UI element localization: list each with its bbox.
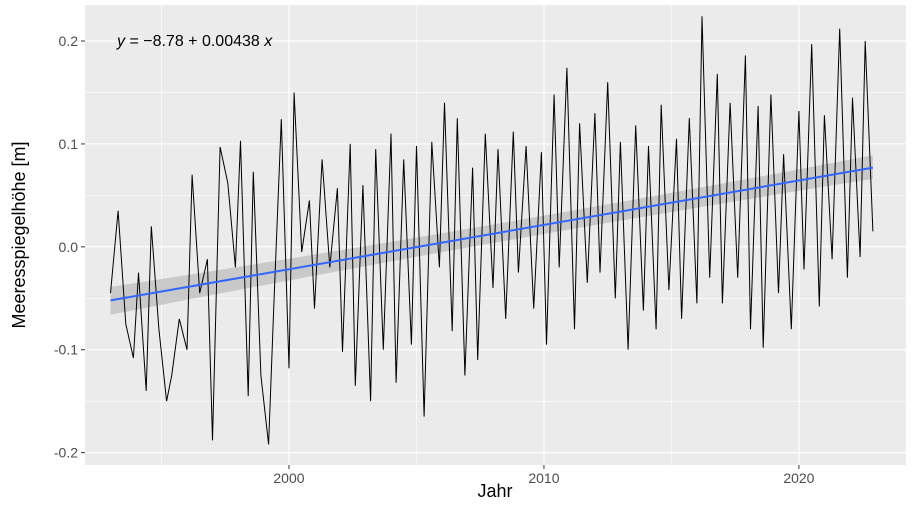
equation-body: = −8.78 + 0.00438 (125, 33, 264, 50)
y-tick-label: 0.1 (59, 136, 79, 152)
y-tick-label: 0.2 (59, 33, 79, 49)
equation-y-symbol: y (116, 33, 126, 50)
regression-fit-line (110, 166, 874, 302)
confidence-band (110, 155, 873, 315)
x-axis-title: Jahr (477, 481, 512, 501)
y-tick-label: 0.0 (59, 239, 79, 255)
y-tick-label: -0.1 (54, 342, 78, 358)
x-axis-ticks: 2000 2010 2020 (273, 465, 815, 486)
x-tick-label: 2000 (273, 470, 304, 486)
y-tick-label: -0.2 (54, 445, 78, 461)
y-axis-ticks: -0.2 -0.1 0.0 0.1 0.2 (54, 33, 85, 461)
equation-x-symbol: x (263, 33, 273, 50)
x-tick-label: 2010 (528, 470, 559, 486)
y-axis-title: Meeresspiegelhöhe [m] (9, 141, 29, 328)
regression-equation: y = −8.78 + 0.00438 x (116, 33, 273, 50)
x-tick-label: 2020 (783, 470, 814, 486)
observation-series-line (110, 16, 874, 445)
